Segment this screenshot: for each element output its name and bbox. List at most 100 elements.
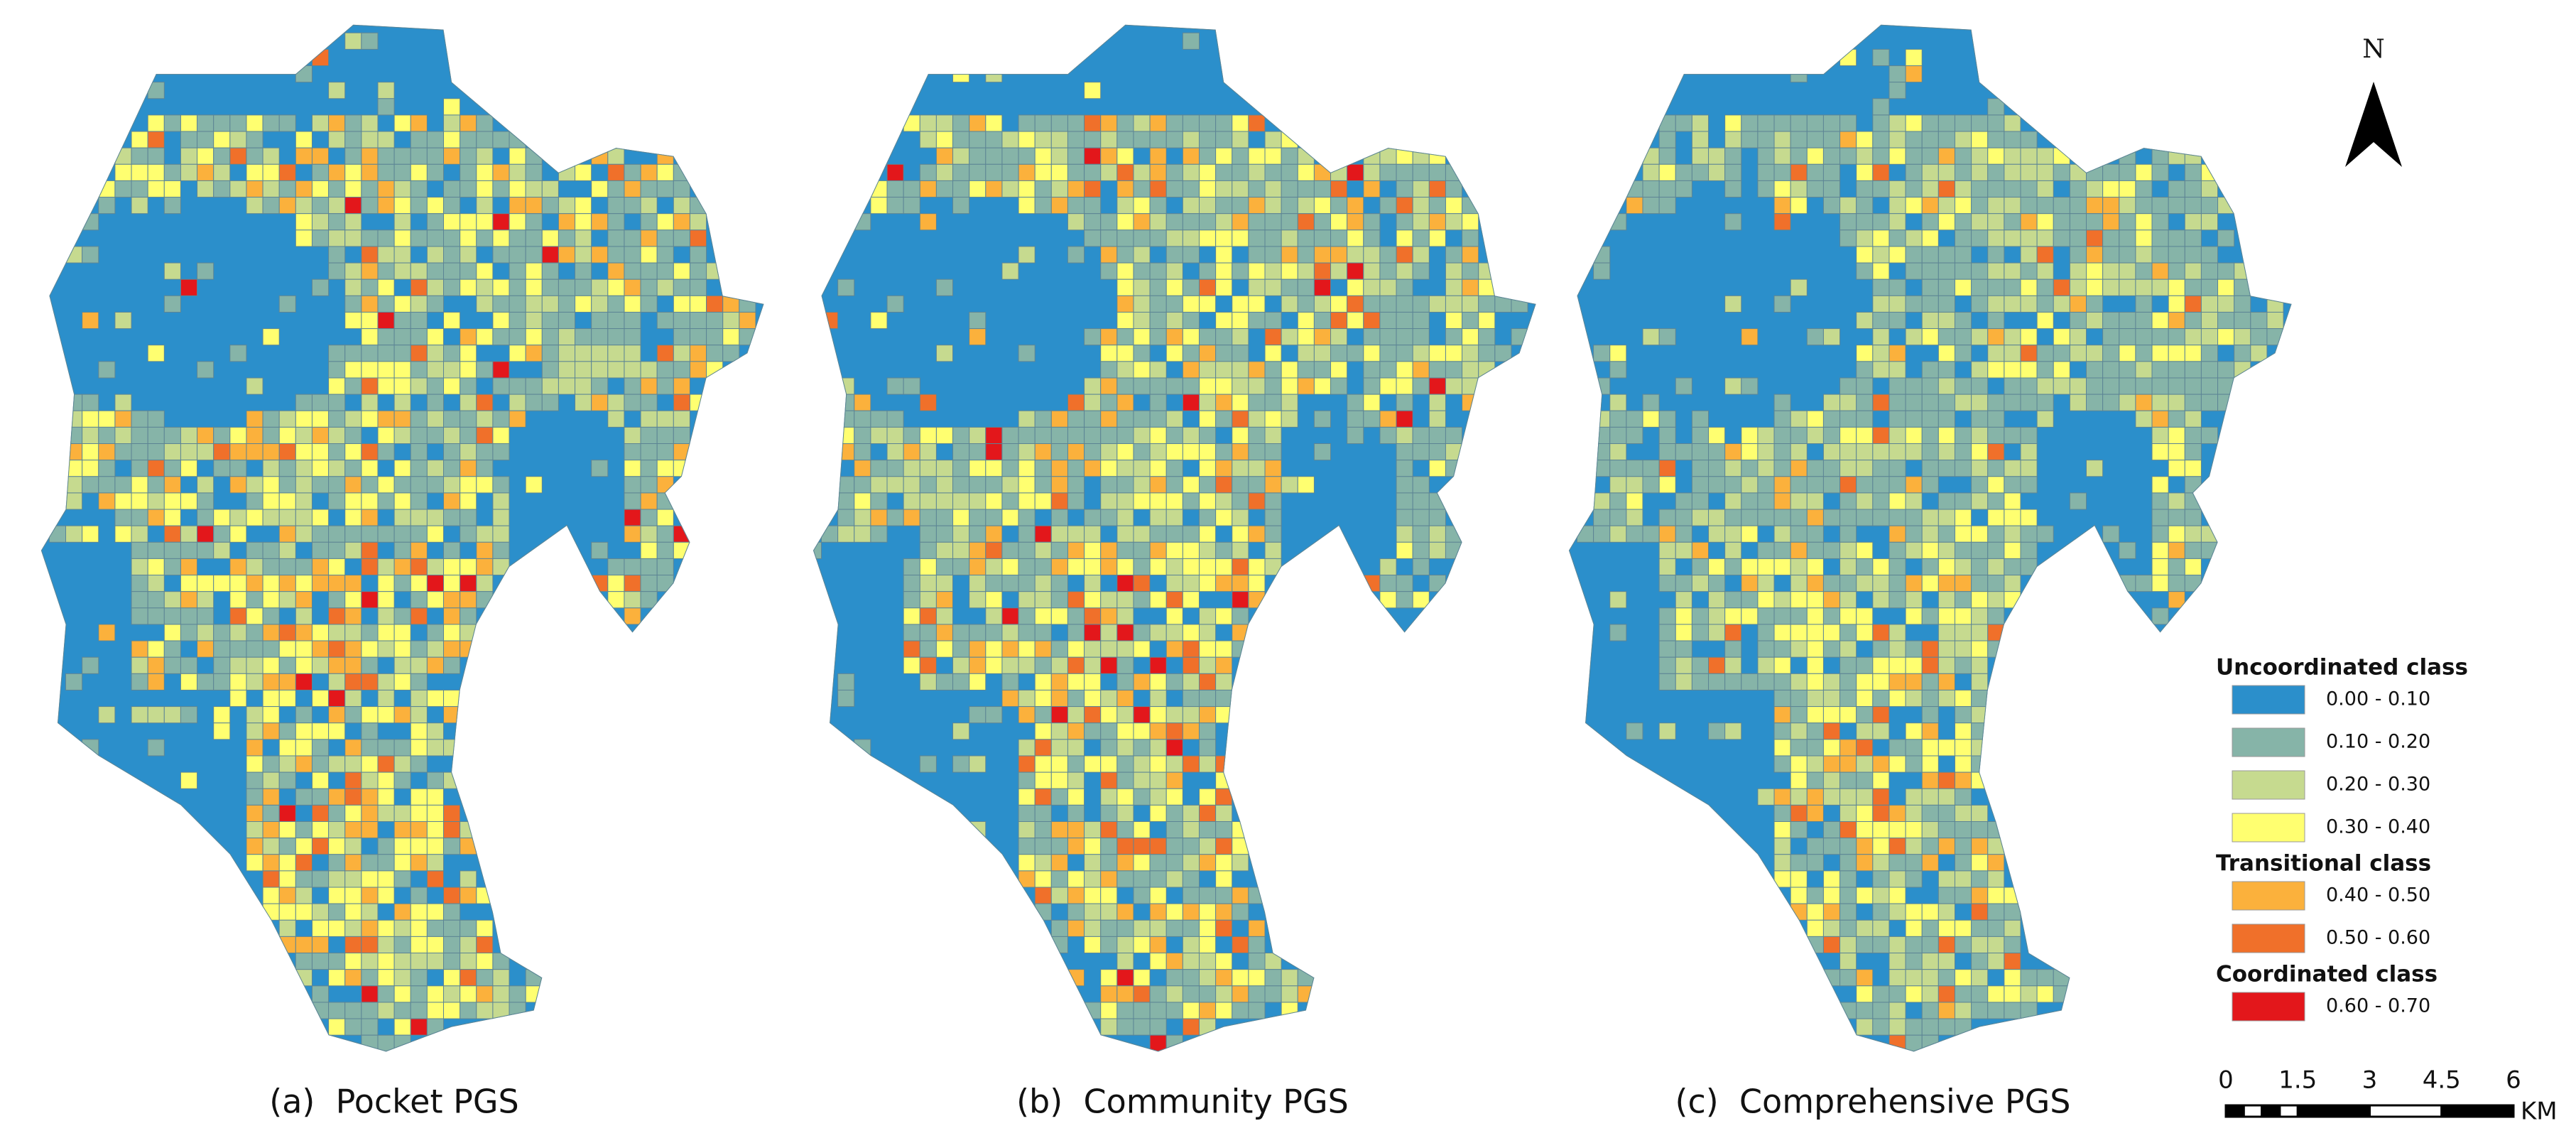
cell — [361, 936, 379, 954]
cell — [426, 870, 445, 888]
cell — [2102, 394, 2120, 411]
cell — [443, 953, 461, 970]
cell — [1445, 163, 1463, 181]
cell — [919, 131, 937, 148]
cell — [1822, 509, 1841, 526]
cell — [1938, 1018, 1955, 1036]
cell — [262, 821, 280, 839]
cell — [1248, 229, 1266, 247]
cell — [361, 624, 379, 641]
cell — [65, 426, 83, 445]
cell — [640, 180, 658, 198]
cell — [1182, 689, 1200, 708]
cell — [1987, 460, 2005, 477]
cell — [1921, 295, 1939, 313]
cell — [361, 509, 379, 526]
cell — [393, 262, 411, 280]
cell — [1116, 838, 1134, 855]
cell — [460, 426, 477, 445]
cell — [1232, 147, 1249, 165]
cell — [1198, 985, 1217, 1003]
cell — [1971, 936, 1989, 954]
cell — [344, 854, 362, 872]
cell — [2086, 180, 2104, 198]
cell — [492, 558, 510, 576]
cell — [2069, 229, 2087, 247]
cell — [1839, 788, 1857, 806]
cell — [1264, 345, 1282, 362]
cell — [541, 394, 559, 411]
cell — [1001, 147, 1019, 165]
cell — [1165, 1002, 1183, 1019]
cell — [163, 640, 181, 658]
cell — [1445, 361, 1463, 379]
cell — [969, 131, 987, 148]
cell — [460, 492, 477, 510]
cell — [344, 492, 362, 510]
cell — [903, 607, 920, 625]
cell — [1971, 229, 1989, 247]
cell — [311, 985, 330, 1003]
cell — [1001, 476, 1019, 494]
cell — [295, 147, 313, 165]
cell — [1116, 476, 1134, 494]
cell — [1954, 969, 1972, 987]
cell — [1396, 163, 1413, 181]
cell — [443, 969, 461, 987]
cell — [1971, 295, 1989, 313]
cell — [1971, 969, 1989, 987]
cell — [656, 541, 674, 559]
cell — [262, 854, 280, 872]
cell — [640, 558, 658, 576]
cell — [1149, 410, 1167, 428]
cell — [295, 591, 313, 609]
cell — [1790, 131, 1808, 148]
cell — [2151, 476, 2169, 494]
cell — [985, 426, 1003, 445]
cell — [311, 525, 330, 543]
cell — [262, 788, 280, 806]
cell — [476, 394, 494, 411]
cell — [2069, 492, 2087, 510]
cell — [82, 460, 99, 477]
cell — [541, 377, 559, 395]
cell — [311, 147, 330, 165]
cell — [361, 804, 379, 822]
cell — [278, 460, 296, 477]
cell — [575, 345, 592, 362]
cell — [361, 278, 379, 296]
cell — [1050, 147, 1068, 165]
cell — [2184, 295, 2202, 313]
cell — [278, 114, 296, 132]
cell — [443, 591, 461, 609]
cell — [1905, 443, 1923, 461]
cell — [410, 492, 428, 510]
cell — [689, 345, 707, 362]
cell — [1198, 624, 1217, 641]
cell — [1084, 854, 1102, 872]
cell — [213, 673, 231, 690]
cell — [1790, 443, 1808, 461]
cell — [952, 656, 970, 674]
cell — [1462, 213, 1479, 231]
cell — [213, 706, 231, 724]
cell — [1034, 131, 1052, 148]
cell — [1232, 476, 1249, 494]
cell — [1806, 673, 1824, 690]
cell — [1872, 426, 1890, 445]
cell — [1149, 311, 1167, 330]
cell — [1182, 525, 1200, 543]
cell — [1691, 114, 1710, 132]
cell — [1872, 870, 1890, 888]
cell — [1050, 575, 1068, 592]
cell — [1149, 460, 1167, 477]
cell — [492, 410, 510, 428]
cell — [344, 640, 362, 658]
cell — [2151, 345, 2169, 362]
cell — [1330, 328, 1348, 346]
cell — [2036, 311, 2054, 330]
cell — [1478, 311, 1496, 330]
cell — [1018, 821, 1036, 839]
cell — [278, 591, 296, 609]
cell — [1297, 345, 1315, 362]
